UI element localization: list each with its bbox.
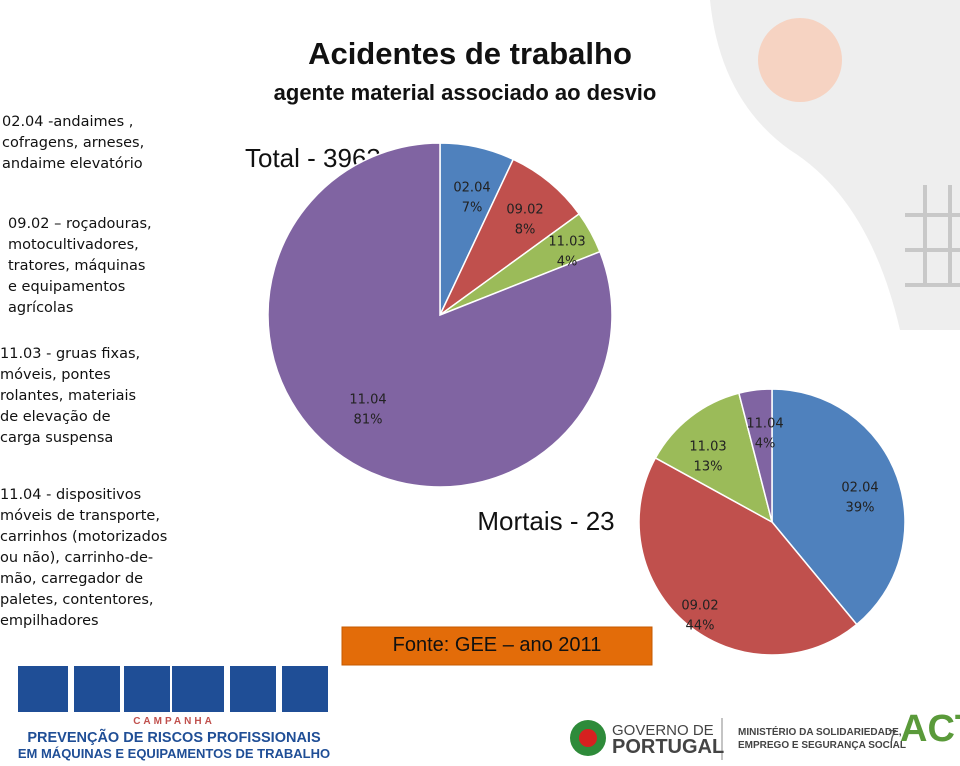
slide-title: Acidentes de trabalho: [308, 36, 632, 71]
slice-value-label: 7%: [462, 201, 483, 216]
slice-value-label: 8%: [515, 223, 536, 238]
note: 11.04 - dispositivos móveis de transport…: [0, 487, 168, 629]
chart-title: Mortais - 23: [477, 506, 614, 536]
scaffold-icon: [905, 185, 960, 287]
pie-slice: [654, 392, 774, 524]
slice-label: 11.04: [349, 393, 386, 408]
note: 02.04 -andaimes , cofragens, arneses, an…: [2, 114, 145, 172]
slice-value-label: 4%: [557, 255, 578, 270]
campaign-line: PREVENÇÃO DE RISCOS PROFISSIONAIS: [27, 730, 321, 746]
slide-subtitle: agente material associado ao desvio: [273, 80, 657, 105]
page-number: 7: [888, 728, 897, 745]
slice-label: 09.02: [506, 203, 543, 218]
slice-value-label: 44%: [686, 619, 715, 634]
pie-slice: [267, 142, 613, 488]
slice-label: 11.03: [548, 235, 585, 250]
pie-slice: [738, 388, 773, 523]
slice-value-label: 81%: [354, 413, 383, 428]
campaign-label: CAMPANHA: [18, 716, 330, 727]
brain-icon: [758, 18, 842, 102]
slice-label: 02.04: [453, 181, 490, 196]
slice-label: 11.03: [689, 440, 726, 455]
slice-value-label: 13%: [694, 460, 723, 475]
pie-slice: [638, 456, 858, 656]
campaign-line: EM MÁQUINAS E EQUIPAMENTOS DE TRABALHO: [17, 746, 331, 761]
source-box: [341, 626, 653, 666]
note: 11.03 - gruas fixas, móveis, pontes rola…: [0, 346, 141, 446]
note: 09.02 – roçadouras, motocultivadores, tr…: [8, 216, 152, 316]
slice-label: 11.04: [746, 417, 783, 432]
pie-slice: [771, 388, 906, 626]
gov-text: PORTUGAL: [612, 736, 725, 758]
slice-value-label: 39%: [846, 501, 875, 516]
gov-text: GOVERNO DE: [612, 722, 714, 739]
campaign-icons: [18, 666, 330, 723]
slice-label: 02.04: [841, 481, 878, 496]
slice-value-label: 4%: [755, 437, 776, 452]
act-logo: ACT: [900, 708, 960, 750]
ministry-text: MINISTÉRIO DA SOLIDARIEDADE,: [738, 727, 902, 738]
slice-label: 09.02: [681, 599, 718, 614]
source: Fonte: GEE – ano 2011: [392, 634, 602, 656]
ministry-text: EMPREGO E SEGURANÇA SOCIAL: [738, 740, 906, 751]
